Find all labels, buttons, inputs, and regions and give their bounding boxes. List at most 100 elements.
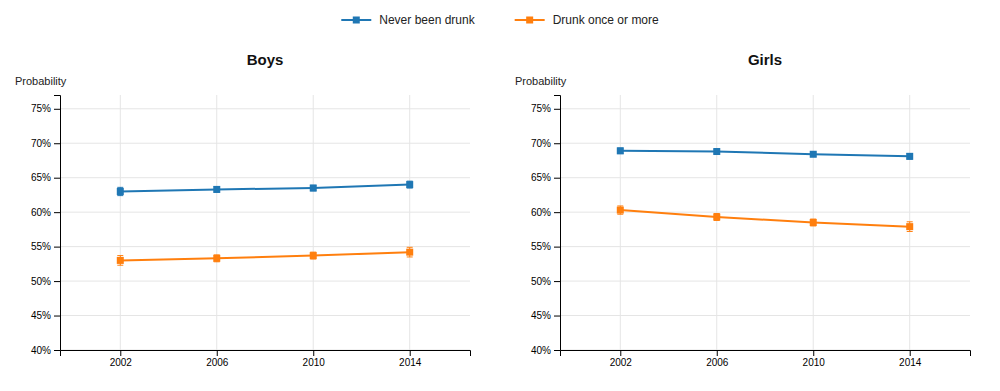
tick-mark xyxy=(554,212,560,213)
marker xyxy=(810,219,817,226)
grid-line xyxy=(560,108,970,109)
tick-label: 55% xyxy=(31,241,51,252)
marker xyxy=(310,185,317,192)
marker xyxy=(617,147,624,154)
marker xyxy=(406,181,413,188)
grid-line xyxy=(60,281,470,282)
grid xyxy=(560,95,970,350)
error-bar xyxy=(214,255,220,262)
tick-label: 75% xyxy=(31,103,51,114)
tick-mark xyxy=(554,247,560,248)
tick-label: 2010 xyxy=(803,357,826,368)
series: Drunk once or more xyxy=(117,247,413,265)
error-bar xyxy=(310,185,316,191)
tick-mark xyxy=(717,350,718,356)
x-axis: 2002200620102014 xyxy=(561,350,971,368)
tick: 2002 xyxy=(610,350,633,368)
tick: 45% xyxy=(531,310,560,321)
tick: 70% xyxy=(31,138,60,149)
tick-label: 65% xyxy=(31,172,51,183)
marker xyxy=(906,153,913,160)
tick-label: 40% xyxy=(531,345,551,356)
grid-line xyxy=(716,95,717,350)
tick: 55% xyxy=(31,241,60,252)
tick-label: 2002 xyxy=(110,357,133,368)
error-bar xyxy=(714,214,720,221)
tick: 55% xyxy=(531,241,560,252)
tick: 2002 xyxy=(110,350,133,368)
tick-label: 2006 xyxy=(206,357,229,368)
tick-mark xyxy=(54,281,60,282)
tick: 40% xyxy=(31,345,60,356)
marker xyxy=(117,188,124,195)
marker xyxy=(310,252,317,259)
tick: 60% xyxy=(531,207,560,218)
tick-mark xyxy=(54,316,60,317)
grid-line xyxy=(60,177,470,178)
error-bar xyxy=(407,181,413,188)
grid-line xyxy=(560,246,970,247)
grid-line xyxy=(216,95,217,350)
grid-line xyxy=(60,212,470,213)
title: Girls xyxy=(748,51,782,68)
legend-label: Drunk once or more xyxy=(553,13,659,27)
tick: 60% xyxy=(31,207,60,218)
legend-item: Never been drunk xyxy=(341,13,475,27)
tick: 50% xyxy=(531,276,560,287)
tick: 40% xyxy=(531,345,560,356)
tick: 65% xyxy=(31,172,60,183)
error-bar xyxy=(310,252,316,259)
line: Drunk once or more xyxy=(120,252,409,260)
legend-marker xyxy=(353,17,360,24)
tick-mark xyxy=(120,350,121,356)
error-bar xyxy=(810,219,816,226)
axis-line xyxy=(54,96,61,351)
line: Never been drunk xyxy=(620,151,909,157)
marker xyxy=(617,207,624,214)
tick: 45% xyxy=(31,310,60,321)
tick-label: 70% xyxy=(531,138,551,149)
y-axis: 40%45%50%55%60%65%70%75% xyxy=(31,96,61,356)
tick-mark xyxy=(54,143,60,144)
axis-title: Probability xyxy=(15,75,67,87)
series: Drunk once or more xyxy=(617,206,913,232)
error-bar xyxy=(617,206,623,214)
tick-label: 45% xyxy=(531,310,551,321)
error-bar xyxy=(117,187,123,195)
tick-label: 60% xyxy=(31,207,51,218)
tick: 2014 xyxy=(399,350,422,368)
tick: 75% xyxy=(31,103,60,114)
tick-mark xyxy=(554,281,560,282)
tick-mark xyxy=(554,178,560,179)
tick-label: 55% xyxy=(531,241,551,252)
tick-label: 45% xyxy=(31,310,51,321)
grid-line xyxy=(560,315,970,316)
tick-mark xyxy=(554,350,560,351)
tick: 2014 xyxy=(899,350,922,368)
tick-label: 2014 xyxy=(399,357,422,368)
plot-area: Never been drunk Drunk once or more xyxy=(117,181,413,265)
marker xyxy=(906,223,913,230)
tick-mark xyxy=(410,350,411,356)
axis-line xyxy=(61,351,471,357)
tick-mark xyxy=(54,109,60,110)
error-bar xyxy=(907,154,913,160)
legend-item: Drunk once or more xyxy=(515,13,659,27)
axis-line xyxy=(554,96,561,351)
tick-mark xyxy=(313,350,314,356)
tick-mark xyxy=(217,350,218,356)
tick-mark xyxy=(813,350,814,356)
grid-line xyxy=(120,95,121,350)
error-bar xyxy=(907,222,913,232)
legend-marker xyxy=(526,17,533,24)
grid-line xyxy=(560,281,970,282)
marker xyxy=(713,213,720,220)
grid-line xyxy=(60,108,470,109)
marker xyxy=(213,186,220,193)
tick-label: 2010 xyxy=(303,357,326,368)
series: Never been drunk xyxy=(117,181,413,196)
tick-label: 2002 xyxy=(610,357,633,368)
tick-label: 65% xyxy=(531,172,551,183)
tick-mark xyxy=(554,316,560,317)
axis-line xyxy=(561,351,971,357)
